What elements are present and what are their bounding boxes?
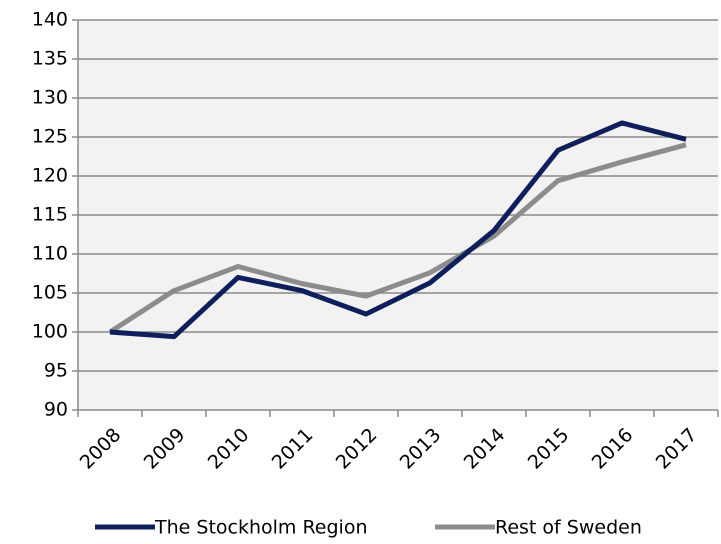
y-tick-label: 110	[32, 243, 68, 265]
x-tick-label: 2008	[76, 424, 126, 474]
x-tick-label: 2017	[652, 424, 702, 474]
x-tick-label: 2012	[332, 424, 382, 474]
x-tick-label: 2016	[588, 424, 638, 474]
x-tick-label: 2009	[140, 424, 190, 474]
y-tick-label: 140	[32, 9, 68, 31]
y-tick-label: 135	[32, 48, 68, 70]
y-tick-label: 90	[44, 399, 68, 421]
x-tick-label: 2013	[396, 424, 446, 474]
x-tick-label: 2015	[524, 424, 574, 474]
series-line	[108, 142, 687, 335]
y-tick-label: 120	[32, 165, 68, 187]
y-tick-label: 130	[32, 87, 68, 109]
x-tick-label: 2010	[204, 424, 254, 474]
legend-label: The Stockholm Region	[154, 517, 368, 539]
x-tick-label: 2011	[268, 424, 318, 474]
y-tick-label: 125	[32, 126, 68, 148]
legend-label: Rest of Sweden	[495, 517, 642, 539]
y-tick-label: 105	[32, 282, 68, 304]
x-tick-label: 2014	[460, 424, 510, 474]
y-tick-label: 100	[32, 321, 68, 343]
y-tick-label: 95	[44, 360, 68, 382]
y-tick-label: 115	[32, 204, 68, 226]
series-line	[109, 120, 687, 340]
